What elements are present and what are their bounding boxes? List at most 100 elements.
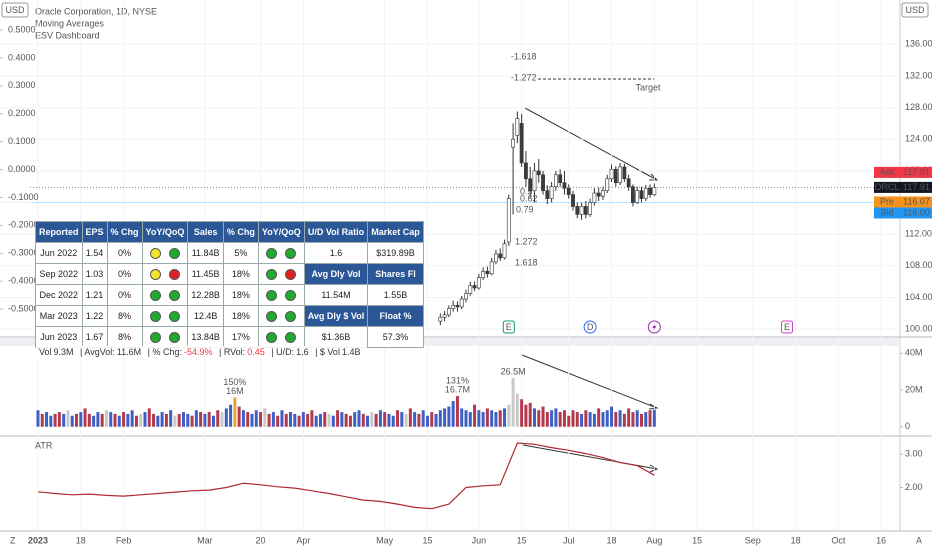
volume-bar bbox=[259, 412, 263, 427]
event-marker bbox=[781, 320, 794, 334]
status-dot bbox=[285, 247, 297, 259]
price-tag-value: 117.91 bbox=[903, 167, 930, 177]
volume-bar bbox=[49, 415, 53, 427]
candle-body bbox=[468, 285, 473, 294]
volume-bar bbox=[194, 410, 198, 427]
volume-bar bbox=[323, 412, 327, 427]
x-tick-label: 15 bbox=[517, 535, 527, 545]
table-cell bbox=[257, 284, 305, 306]
x-tick-label: 16 bbox=[876, 535, 886, 545]
separator: | bbox=[268, 347, 277, 357]
panel-title: ATR bbox=[35, 440, 53, 450]
candle-body bbox=[494, 253, 498, 263]
y2-tick-label: 0.4000 bbox=[8, 52, 36, 62]
volume-bar bbox=[293, 413, 297, 427]
price-tag-label-box bbox=[874, 166, 900, 178]
volume-bar bbox=[370, 412, 374, 427]
y2-tick-label: -0.4000 bbox=[8, 276, 39, 286]
volume-bar bbox=[66, 410, 70, 427]
info-value: 0.45 bbox=[247, 347, 265, 357]
price-tag-value: 116.00 bbox=[903, 207, 930, 217]
table-cell bbox=[141, 305, 189, 327]
candle-body bbox=[622, 166, 627, 180]
volume-bar bbox=[156, 415, 160, 427]
candle-body bbox=[635, 190, 640, 203]
currency-box[interactable] bbox=[901, 2, 929, 18]
volume-bar bbox=[250, 413, 254, 427]
volume-bar bbox=[348, 415, 352, 427]
event-label: E bbox=[506, 322, 512, 332]
table-header-cell: Sales bbox=[187, 221, 224, 243]
info-label: U/D: bbox=[276, 347, 295, 357]
volume-bar bbox=[639, 413, 643, 427]
y2-tick-label: -0.3000 bbox=[8, 248, 39, 258]
panel-header bbox=[0, 338, 900, 346]
table-cell: 18% bbox=[222, 263, 259, 285]
volume-bar bbox=[490, 410, 494, 427]
y-tick-label: 100.00 bbox=[905, 323, 932, 333]
table-cell: 0% bbox=[106, 284, 143, 306]
volume-bar bbox=[160, 412, 164, 427]
volume-bar bbox=[464, 410, 468, 427]
volume-bar bbox=[545, 412, 549, 427]
info-label: RVol: bbox=[223, 347, 246, 357]
volume-bar bbox=[224, 408, 228, 427]
fib-label: 0.62 bbox=[520, 193, 538, 203]
volume-bar bbox=[254, 410, 258, 427]
table-cell: $319.89B bbox=[367, 242, 424, 264]
volume-bar bbox=[580, 413, 584, 427]
candle-body bbox=[472, 285, 477, 289]
fib-label: 1.272 bbox=[515, 236, 538, 246]
volume-annotation: 26.5M bbox=[501, 366, 526, 376]
volume-bar bbox=[571, 410, 575, 427]
volume-bar bbox=[408, 408, 412, 427]
table-header-cell: Reported bbox=[35, 221, 83, 243]
volume-bar bbox=[455, 396, 459, 427]
volume-bar bbox=[592, 413, 596, 427]
corner-icon[interactable]: A bbox=[916, 535, 922, 545]
volume-bar bbox=[400, 412, 404, 427]
candle-body bbox=[583, 206, 588, 215]
status-dot bbox=[149, 331, 161, 343]
marks bbox=[36, 111, 657, 510]
event-marker[interactable] bbox=[583, 320, 597, 334]
status-dot bbox=[168, 289, 180, 301]
volume-bar bbox=[271, 412, 275, 427]
volume-bar bbox=[83, 408, 87, 427]
table-cell: $1.36B bbox=[303, 326, 369, 348]
corner-icon[interactable]: Z bbox=[10, 535, 16, 545]
table-cell: 1.54 bbox=[81, 242, 108, 264]
table-cell: Jun 2022 bbox=[35, 242, 83, 264]
candle-body bbox=[652, 187, 657, 195]
table-cell: 11.84B bbox=[187, 242, 224, 264]
volume-bar bbox=[396, 410, 400, 427]
table-cell: Mar 2023 bbox=[35, 305, 83, 327]
price-tag bbox=[900, 166, 932, 178]
event-label: D bbox=[587, 322, 594, 332]
volume-bar bbox=[627, 408, 631, 427]
candle-body bbox=[532, 170, 537, 191]
volume-bar bbox=[558, 412, 562, 427]
table-row: Jun 2022 1.54 0% 11.84B 5% 1.6 $319.89B bbox=[35, 242, 424, 264]
y-tick-label: 128.00 bbox=[905, 102, 932, 112]
y-tick-label: 104.00 bbox=[905, 292, 932, 302]
currency-box[interactable] bbox=[1, 2, 29, 18]
table-row: Dec 2022 1.21 0% 12.28B 18% 11.54M 1.55B bbox=[35, 284, 424, 306]
table-header-cell: YoY/QoQ bbox=[257, 221, 305, 243]
volume-bar bbox=[550, 410, 554, 427]
y2-tick-label: 0.5000 bbox=[8, 24, 36, 34]
volume-bar bbox=[75, 413, 79, 427]
arrow-head bbox=[649, 173, 659, 181]
table-cell: 11.45B bbox=[187, 263, 224, 285]
table-cell: 1.6 bbox=[303, 242, 369, 264]
fib-label: 1.618 bbox=[515, 257, 538, 267]
separator: | bbox=[77, 347, 85, 357]
x-tick-label: Aug bbox=[646, 535, 662, 545]
volume-annotation: 16.7M bbox=[445, 384, 470, 394]
candle-body bbox=[575, 206, 580, 215]
price-tag-label: Bid bbox=[880, 207, 893, 217]
y2-tick-label: -0.1000 bbox=[8, 192, 39, 202]
volume-bar bbox=[417, 413, 421, 427]
volume-bar bbox=[70, 415, 74, 427]
volume-bar bbox=[100, 413, 104, 427]
